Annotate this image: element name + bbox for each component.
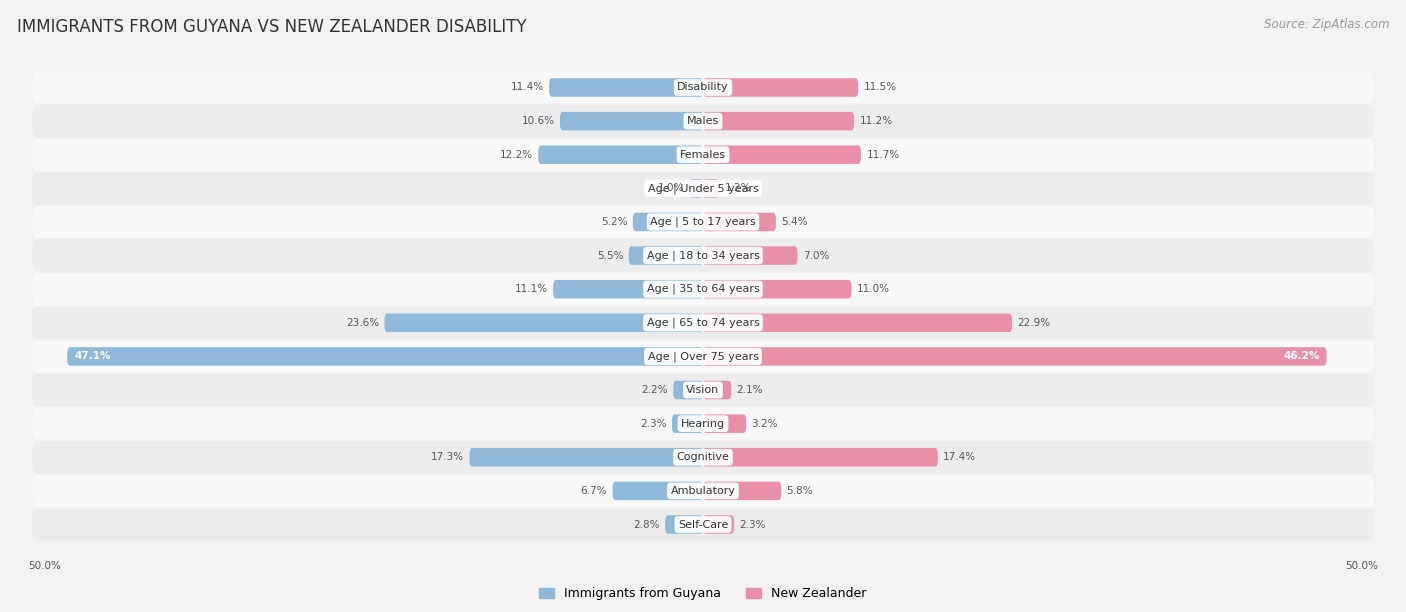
FancyBboxPatch shape — [703, 179, 720, 198]
FancyBboxPatch shape — [673, 381, 703, 399]
Text: 47.1%: 47.1% — [75, 351, 111, 362]
Text: 17.4%: 17.4% — [943, 452, 976, 462]
FancyBboxPatch shape — [703, 213, 776, 231]
FancyBboxPatch shape — [703, 246, 797, 265]
FancyBboxPatch shape — [703, 414, 747, 433]
FancyBboxPatch shape — [470, 448, 703, 466]
Text: 2.3%: 2.3% — [740, 520, 766, 529]
FancyBboxPatch shape — [665, 515, 703, 534]
FancyBboxPatch shape — [703, 112, 855, 130]
FancyBboxPatch shape — [32, 138, 1374, 171]
Text: Females: Females — [681, 150, 725, 160]
FancyBboxPatch shape — [703, 78, 858, 97]
Text: 46.2%: 46.2% — [1284, 351, 1320, 362]
Text: 7.0%: 7.0% — [803, 250, 830, 261]
FancyBboxPatch shape — [703, 381, 731, 399]
FancyBboxPatch shape — [703, 482, 782, 500]
Text: 22.9%: 22.9% — [1018, 318, 1050, 328]
Text: Age | 5 to 17 years: Age | 5 to 17 years — [650, 217, 756, 227]
FancyBboxPatch shape — [628, 246, 703, 265]
FancyBboxPatch shape — [32, 307, 1374, 339]
Text: 11.1%: 11.1% — [515, 284, 548, 294]
Text: Males: Males — [688, 116, 718, 126]
FancyBboxPatch shape — [613, 482, 703, 500]
Text: Disability: Disability — [678, 83, 728, 92]
Text: 5.2%: 5.2% — [600, 217, 627, 227]
FancyBboxPatch shape — [32, 206, 1374, 238]
Text: 12.2%: 12.2% — [499, 150, 533, 160]
Text: 11.0%: 11.0% — [856, 284, 890, 294]
Text: 17.3%: 17.3% — [432, 452, 464, 462]
FancyBboxPatch shape — [32, 509, 1374, 540]
FancyBboxPatch shape — [32, 441, 1374, 474]
Text: Cognitive: Cognitive — [676, 452, 730, 462]
Text: 11.4%: 11.4% — [510, 83, 544, 92]
Text: 2.1%: 2.1% — [737, 385, 763, 395]
FancyBboxPatch shape — [32, 172, 1374, 204]
Text: 3.2%: 3.2% — [752, 419, 778, 428]
Text: Age | 18 to 34 years: Age | 18 to 34 years — [647, 250, 759, 261]
Text: 1.0%: 1.0% — [658, 184, 685, 193]
FancyBboxPatch shape — [384, 313, 703, 332]
Text: IMMIGRANTS FROM GUYANA VS NEW ZEALANDER DISABILITY: IMMIGRANTS FROM GUYANA VS NEW ZEALANDER … — [17, 18, 526, 36]
Legend: Immigrants from Guyana, New Zealander: Immigrants from Guyana, New Zealander — [534, 582, 872, 605]
Text: 6.7%: 6.7% — [581, 486, 607, 496]
Text: Self-Care: Self-Care — [678, 520, 728, 529]
Text: 1.2%: 1.2% — [724, 184, 751, 193]
FancyBboxPatch shape — [560, 112, 703, 130]
FancyBboxPatch shape — [703, 313, 1012, 332]
Text: 5.8%: 5.8% — [787, 486, 813, 496]
Text: Hearing: Hearing — [681, 419, 725, 428]
Text: 50.0%: 50.0% — [1346, 561, 1378, 572]
Text: 10.6%: 10.6% — [522, 116, 554, 126]
Text: 11.7%: 11.7% — [866, 150, 900, 160]
FancyBboxPatch shape — [689, 179, 703, 198]
Text: Age | Over 75 years: Age | Over 75 years — [648, 351, 758, 362]
FancyBboxPatch shape — [32, 273, 1374, 305]
Text: Age | 65 to 74 years: Age | 65 to 74 years — [647, 318, 759, 328]
Text: Age | Under 5 years: Age | Under 5 years — [648, 183, 758, 193]
FancyBboxPatch shape — [32, 374, 1374, 406]
FancyBboxPatch shape — [633, 213, 703, 231]
FancyBboxPatch shape — [32, 239, 1374, 272]
FancyBboxPatch shape — [32, 105, 1374, 137]
Text: 5.5%: 5.5% — [598, 250, 623, 261]
Text: 23.6%: 23.6% — [346, 318, 380, 328]
FancyBboxPatch shape — [703, 448, 938, 466]
Text: 11.5%: 11.5% — [863, 83, 897, 92]
Text: 5.4%: 5.4% — [782, 217, 808, 227]
FancyBboxPatch shape — [32, 72, 1374, 103]
FancyBboxPatch shape — [550, 78, 703, 97]
FancyBboxPatch shape — [32, 475, 1374, 507]
Text: 50.0%: 50.0% — [28, 561, 60, 572]
Text: Vision: Vision — [686, 385, 720, 395]
FancyBboxPatch shape — [703, 280, 852, 299]
FancyBboxPatch shape — [538, 146, 703, 164]
Text: 11.2%: 11.2% — [859, 116, 893, 126]
FancyBboxPatch shape — [703, 347, 1327, 365]
FancyBboxPatch shape — [32, 408, 1374, 440]
Text: Age | 35 to 64 years: Age | 35 to 64 years — [647, 284, 759, 294]
FancyBboxPatch shape — [67, 347, 703, 365]
FancyBboxPatch shape — [672, 414, 703, 433]
Text: Source: ZipAtlas.com: Source: ZipAtlas.com — [1264, 18, 1389, 31]
Text: 2.2%: 2.2% — [641, 385, 668, 395]
Text: Ambulatory: Ambulatory — [671, 486, 735, 496]
FancyBboxPatch shape — [703, 515, 734, 534]
Text: 2.3%: 2.3% — [640, 419, 666, 428]
FancyBboxPatch shape — [553, 280, 703, 299]
FancyBboxPatch shape — [32, 340, 1374, 373]
Text: 2.8%: 2.8% — [633, 520, 659, 529]
FancyBboxPatch shape — [703, 146, 860, 164]
